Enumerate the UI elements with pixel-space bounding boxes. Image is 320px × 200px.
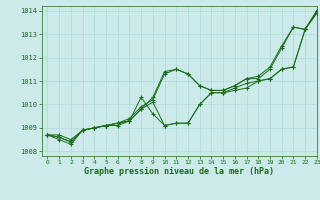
X-axis label: Graphe pression niveau de la mer (hPa): Graphe pression niveau de la mer (hPa) xyxy=(84,167,274,176)
